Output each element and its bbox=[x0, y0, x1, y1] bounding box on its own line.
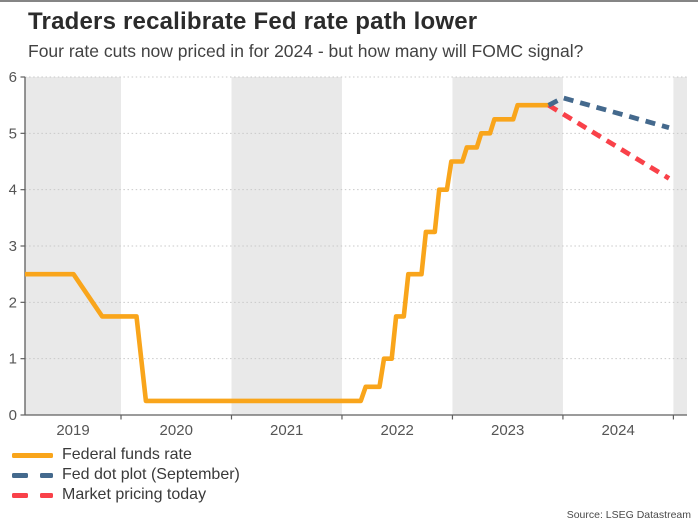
x-tick-label: 2019 bbox=[56, 422, 89, 439]
legend-item-federal-funds-rate: Federal funds rate bbox=[12, 445, 240, 465]
y-tick-label: 1 bbox=[9, 351, 17, 368]
legend-label: Market pricing today bbox=[62, 486, 207, 503]
series-federal-funds-rate bbox=[25, 102, 549, 404]
year-shading-band bbox=[673, 77, 687, 415]
y-tick-label: 0 bbox=[9, 407, 17, 424]
y-tick-label: 2 bbox=[9, 294, 17, 311]
legend-item-fed-dot-plot: Fed dot plot (September) bbox=[12, 465, 240, 485]
federal-funds-rate-line-swatch bbox=[12, 452, 53, 458]
market-pricing-dash-swatch bbox=[12, 492, 53, 498]
x-tick-label: 2021 bbox=[270, 422, 303, 439]
x-tick-label: 2022 bbox=[381, 422, 414, 439]
y-tick-label: 4 bbox=[9, 182, 17, 199]
legend-label: Fed dot plot (September) bbox=[62, 466, 240, 483]
legend-item-market-pricing: Market pricing today bbox=[12, 485, 240, 505]
year-shading-band bbox=[231, 77, 342, 415]
x-tick-label: 2024 bbox=[601, 422, 634, 439]
y-tick-label: 3 bbox=[9, 238, 17, 255]
chart-subtitle: Four rate cuts now priced in for 2024 - … bbox=[28, 41, 584, 61]
x-tick-label: 2023 bbox=[491, 422, 524, 439]
y-tick-label: 5 bbox=[9, 125, 17, 142]
series-market-pricing-today bbox=[547, 103, 671, 181]
x-tick-label: 2020 bbox=[160, 422, 193, 439]
year-shading-band bbox=[25, 77, 122, 415]
chart-title: Traders recalibrate Fed rate path lower bbox=[28, 8, 478, 35]
fed-dot-plot-dash-swatch bbox=[12, 472, 53, 478]
chart-legend: Federal funds rate Fed dot plot (Septemb… bbox=[12, 445, 240, 505]
y-tick-label: 6 bbox=[9, 69, 17, 86]
year-shading-band bbox=[452, 77, 563, 415]
series-fed-dot-plot-september bbox=[547, 95, 670, 131]
source-credit: Source: LSEG Datastream bbox=[566, 509, 691, 521]
legend-label: Federal funds rate bbox=[62, 446, 192, 463]
